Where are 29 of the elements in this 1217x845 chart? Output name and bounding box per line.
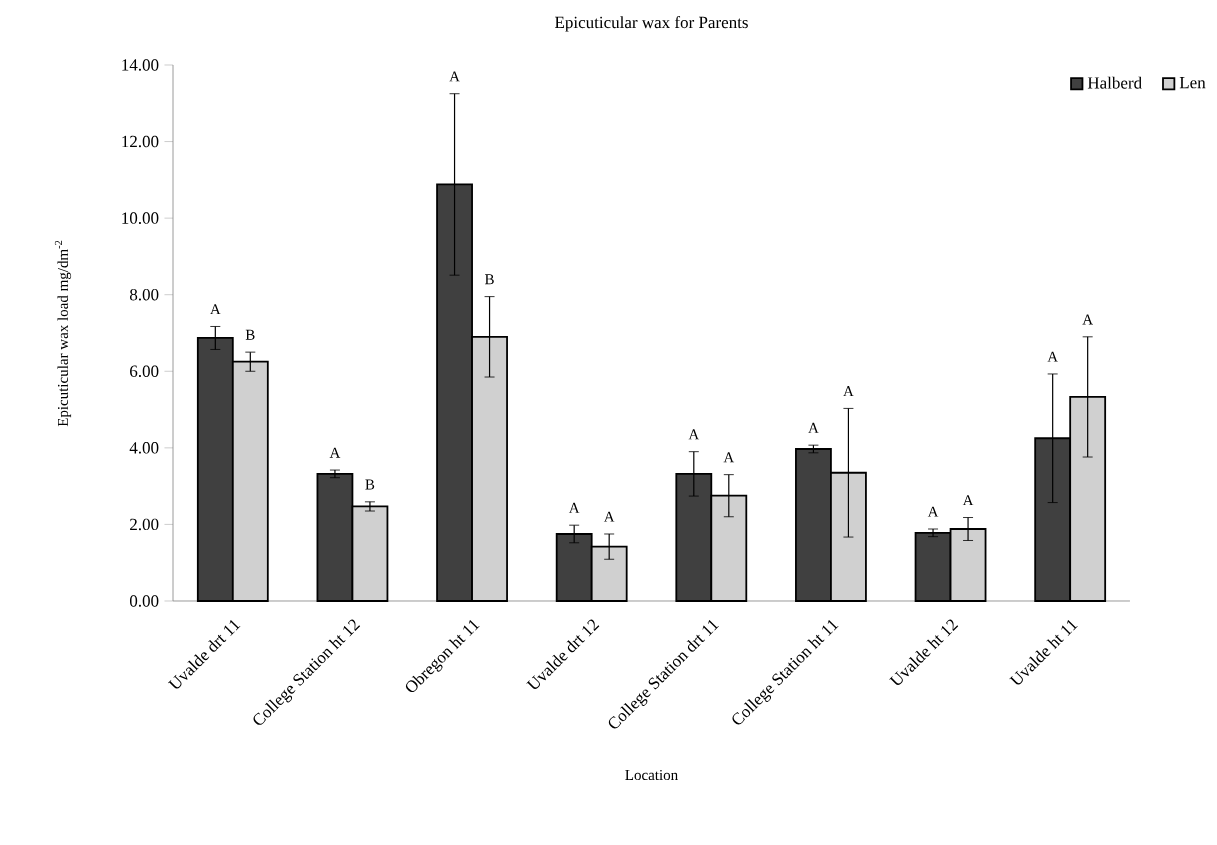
- annotation: A: [1047, 351, 1058, 362]
- annotation: A: [210, 304, 221, 315]
- annotation: A: [723, 452, 735, 463]
- annotation: A: [808, 422, 819, 433]
- annotation: A: [329, 447, 341, 458]
- y-tick-label: 8.00: [129, 288, 159, 301]
- y-tick-label: 2.00: [130, 518, 159, 531]
- annotation: B: [365, 479, 375, 490]
- annotation: A: [927, 506, 939, 517]
- x-axis-title: Location: [625, 769, 678, 781]
- annotation: A: [843, 386, 854, 397]
- y-tick-label: 4.00: [129, 442, 159, 454]
- annotation: A: [1082, 314, 1093, 325]
- y-tick-label: 10.00: [122, 212, 159, 224]
- legend-label: Len: [1179, 77, 1206, 89]
- y-tick-label: 6.00: [130, 365, 159, 378]
- annotation: A: [449, 71, 460, 82]
- legend-label: Halberd: [1087, 76, 1142, 89]
- annotation: B: [245, 329, 255, 340]
- y-tick-label: 14.00: [122, 59, 159, 71]
- chart-title: Epicuticular wax for Parents: [554, 15, 748, 32]
- y-axis-title: Epicuticular wax load mg/dm$^{-2}$: [54, 240, 72, 427]
- y-tick-label: 12.00: [122, 135, 159, 148]
- annotation: A: [603, 511, 615, 522]
- y-tick-label: 0.00: [129, 595, 159, 607]
- annotation: A: [568, 502, 580, 513]
- annotation: B: [485, 274, 494, 285]
- annotation: A: [962, 495, 974, 506]
- annotation: A: [688, 429, 700, 440]
